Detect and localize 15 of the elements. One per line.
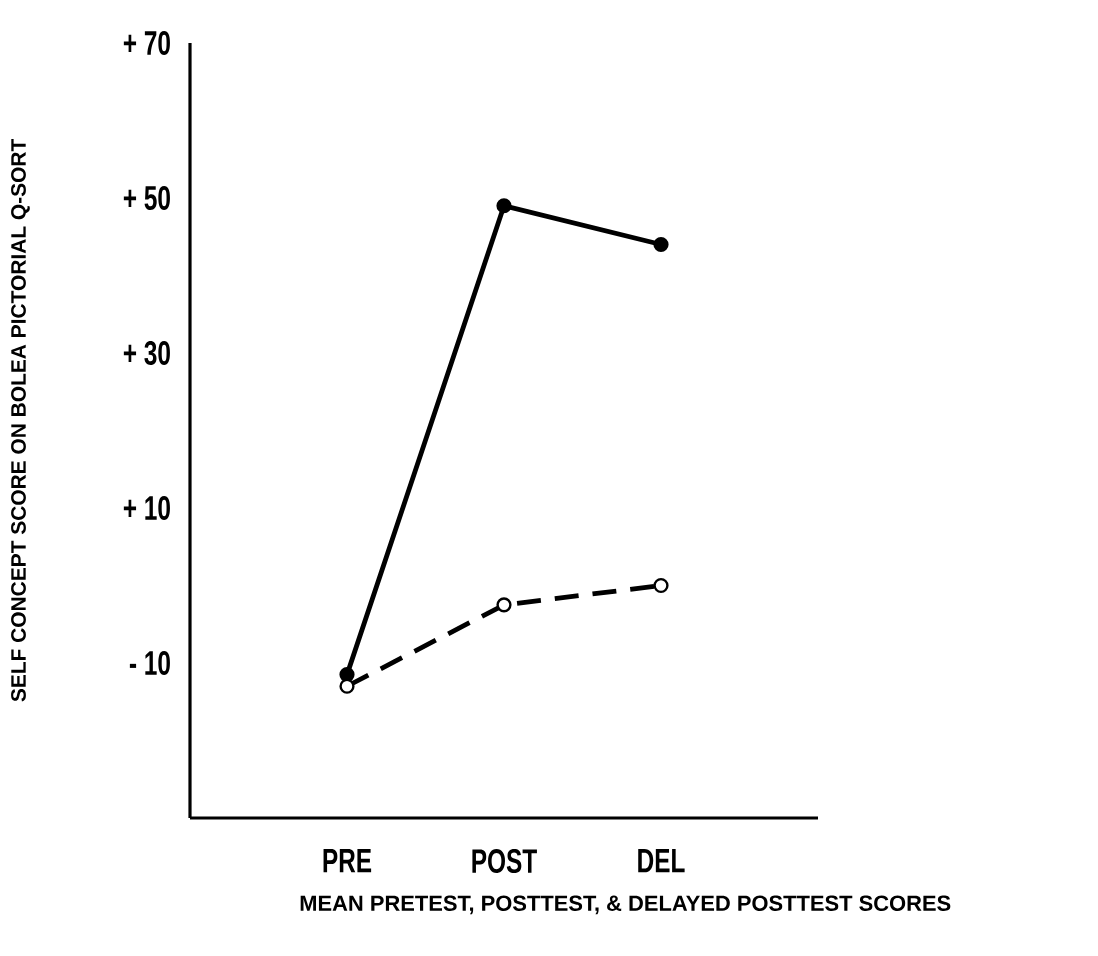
y-tick-label: - 10 <box>129 651 170 675</box>
x-tick-label: DEL <box>638 849 685 873</box>
point <box>339 678 355 694</box>
y-axis-title: SELF CONCEPT SCORE ON BOLEA PICTORIAL Q-SORT <box>11 139 30 702</box>
y-tick-label: + 30 <box>123 340 170 366</box>
x-tick-label: PRE <box>323 849 372 873</box>
point <box>496 198 512 214</box>
y-tick-label: + 10 <box>123 496 170 520</box>
x-axis-title: MEAN PRETEST, POSTTEST, & DELAYED POSTTEST SCORES <box>300 895 951 915</box>
y-tick-label: + 50 <box>123 186 170 211</box>
y-tick-label: + 70 <box>123 31 170 56</box>
point <box>496 597 512 613</box>
point <box>653 236 669 253</box>
x-tick-label: POST <box>472 849 537 874</box>
point <box>653 577 669 594</box>
